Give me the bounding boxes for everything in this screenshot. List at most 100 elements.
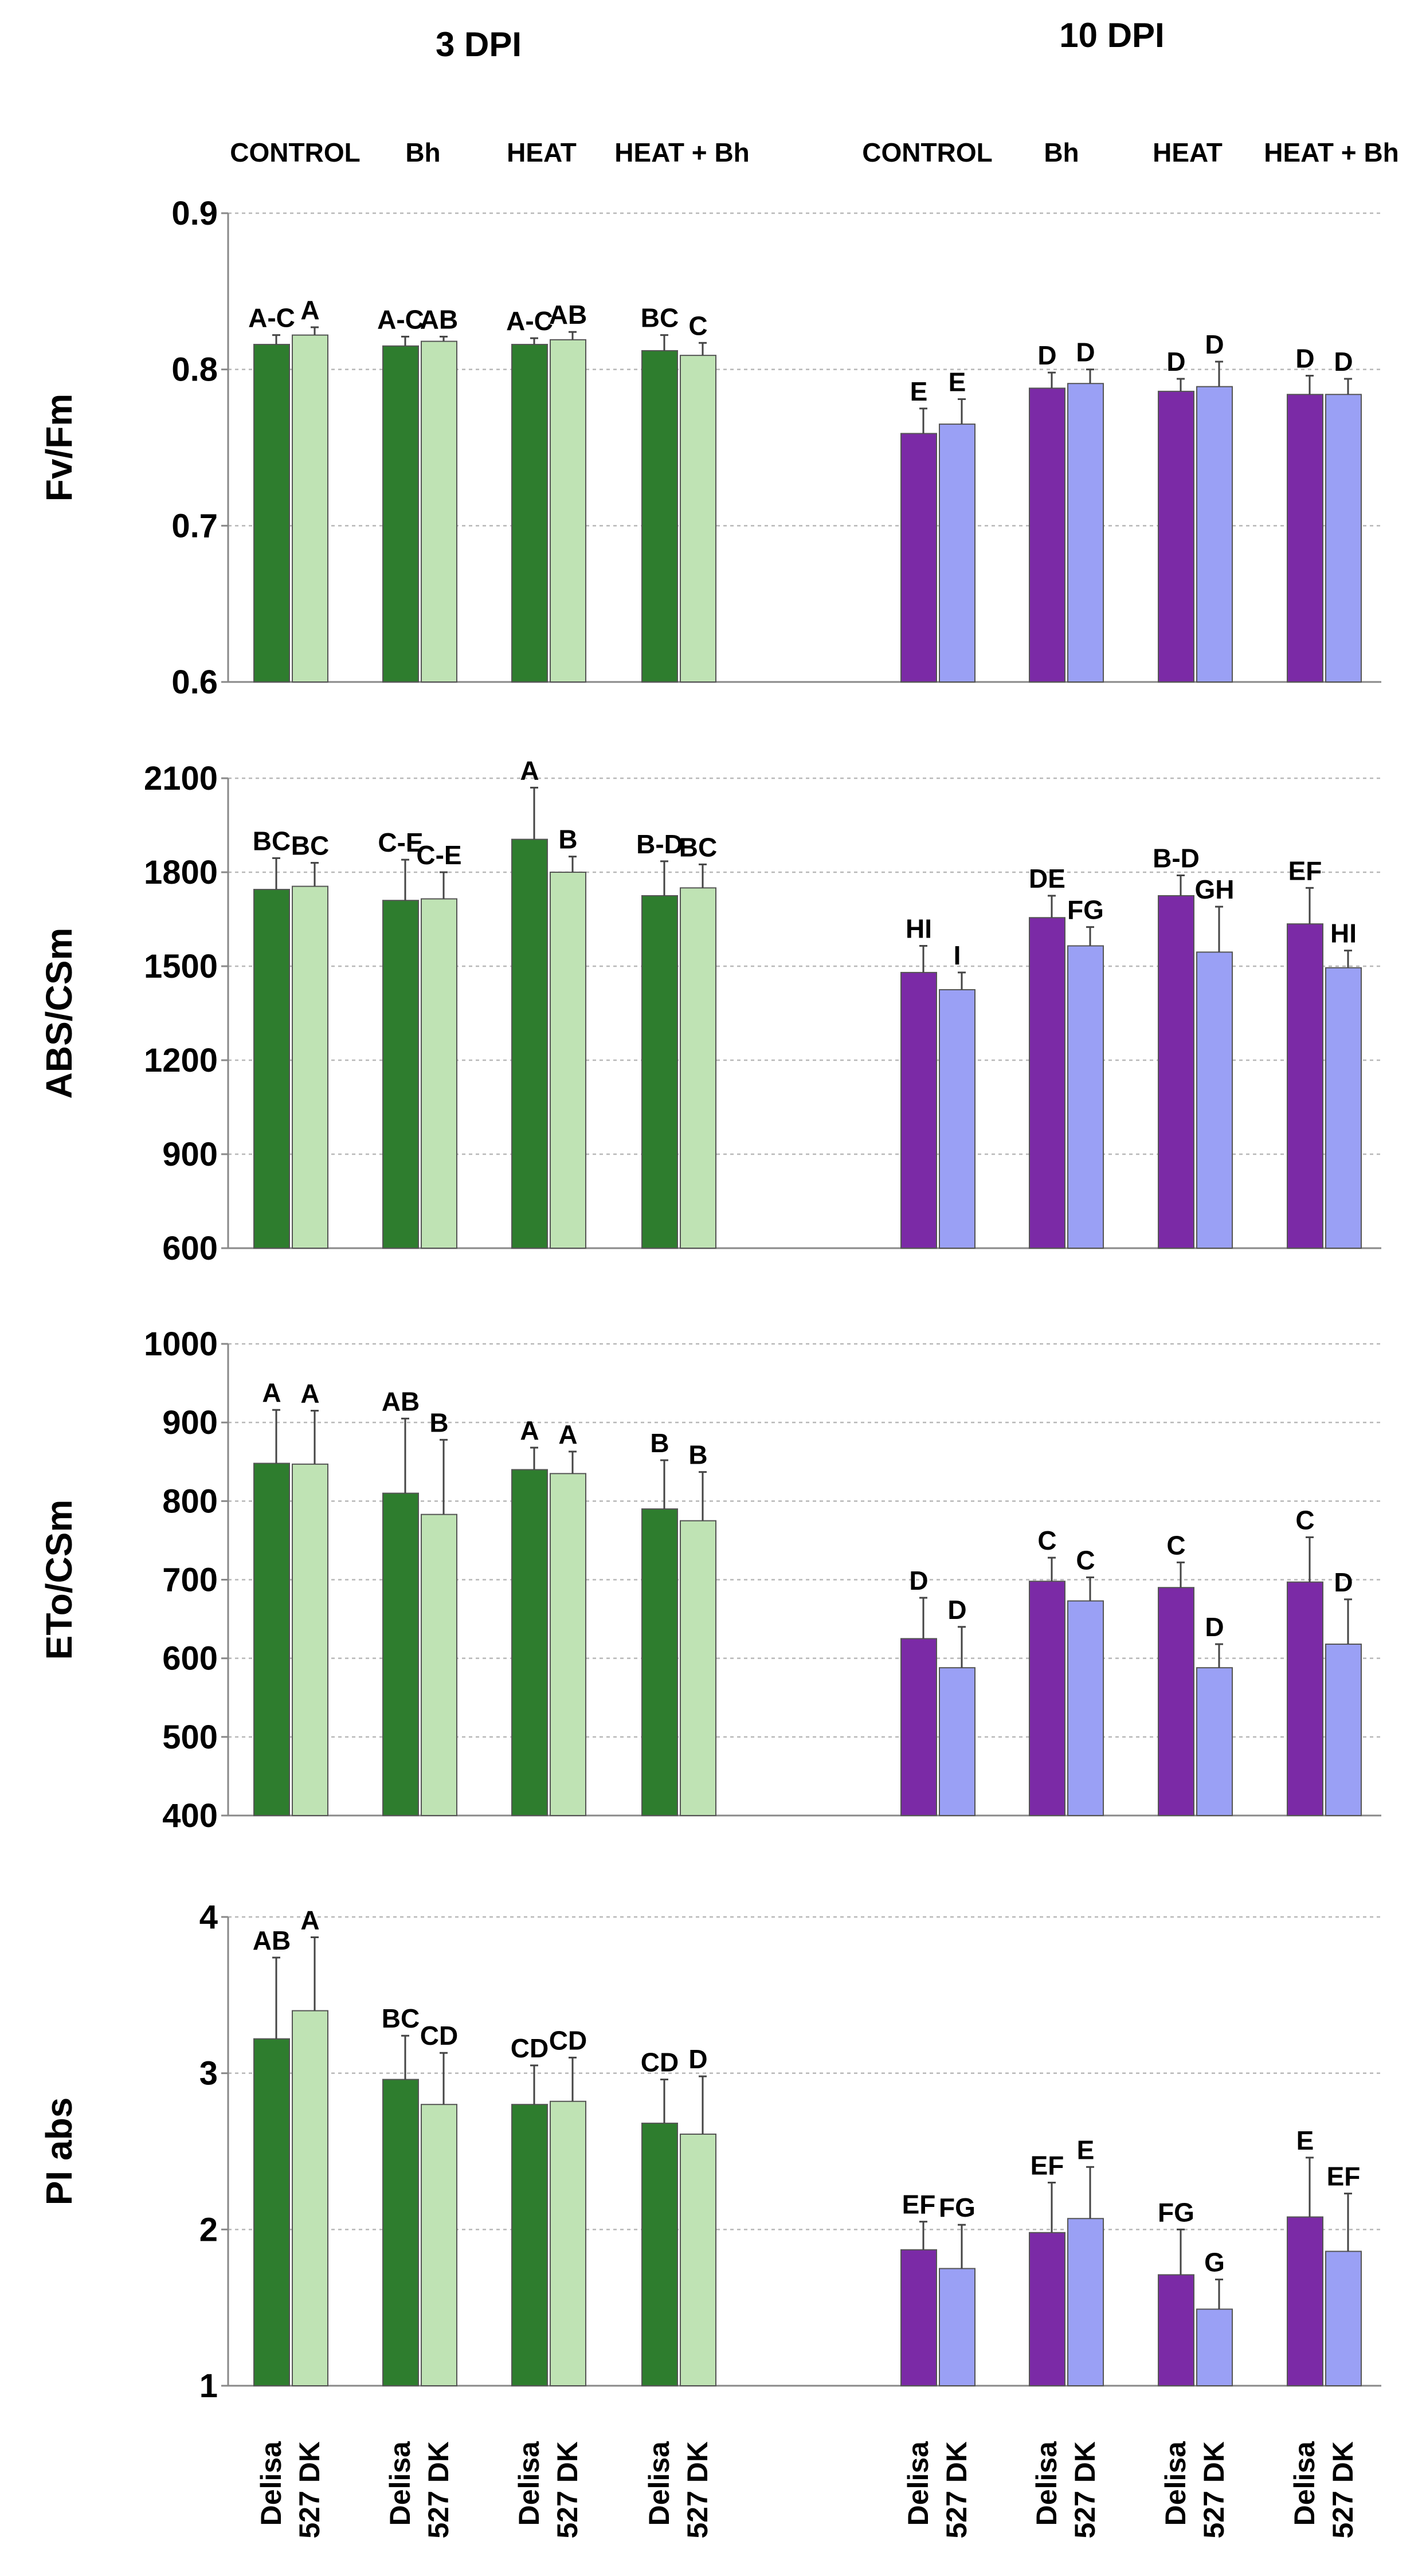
significance-label: GH xyxy=(1195,875,1235,904)
y-tick-label: 1 xyxy=(199,2367,218,2405)
y-tick-label: 1200 xyxy=(144,1042,218,1079)
panel-abs-csm: 600 900 1200 1500 1800 2100 ABS/CSm BC C-E A B-D HI… xyxy=(38,755,1381,1267)
bar-fv-fm-10dpi-bh-delisa xyxy=(1029,387,1065,683)
bar-abs-csm-10dpi-heat-527dk xyxy=(1196,951,1233,1249)
significance-label: EF xyxy=(1031,2151,1064,2181)
y-tick-label: 2100 xyxy=(144,760,218,797)
y-tick-label: 900 xyxy=(162,1404,218,1441)
treatment-label-3dpi-control: CONTROL xyxy=(230,138,360,167)
bar-pi-abs-10dpi-heat-bh-delisa xyxy=(1287,2216,1323,2387)
significance-label: D xyxy=(1334,1567,1353,1597)
x-label-527dk: 527 DK xyxy=(1327,2441,1359,2539)
significance-label: EF xyxy=(1288,856,1322,885)
significance-label: BC xyxy=(641,303,679,333)
bar-fv-fm-10dpi-control-delisa xyxy=(900,433,937,683)
bar-abs-csm-3dpi-heat-527dk xyxy=(550,872,586,1249)
significance-label: C-E xyxy=(378,828,423,857)
significance-label: G xyxy=(1204,2248,1225,2277)
bar-pi-abs-10dpi-bh-delisa xyxy=(1029,2232,1065,2386)
significance-label: C xyxy=(1037,1526,1056,1555)
y-tick-label: 0.7 xyxy=(171,507,218,544)
significance-label: C xyxy=(1295,1505,1314,1535)
bar-abs-csm-3dpi-heat-bh-delisa xyxy=(641,895,678,1249)
bar-fv-fm-3dpi-heat-delisa xyxy=(511,344,548,683)
significance-label: D xyxy=(1334,347,1353,377)
bar-eto-csm-10dpi-heat-bh-delisa xyxy=(1287,1581,1323,1816)
bar-pi-abs-3dpi-heat-bh-delisa xyxy=(641,2122,678,2386)
significance-label: B xyxy=(558,825,577,854)
bar-eto-csm-3dpi-heat-527dk xyxy=(550,1473,586,1816)
significance-label: CD xyxy=(641,2048,679,2077)
bar-fv-fm-3dpi-heat-bh-527dk xyxy=(680,355,716,683)
significance-label: DE xyxy=(1029,864,1065,893)
significance-label: FG xyxy=(1067,895,1104,925)
significance-label: A xyxy=(558,1420,577,1449)
y-tick-label: 0.8 xyxy=(171,351,218,389)
bar-fv-fm-10dpi-bh-527dk xyxy=(1067,383,1104,683)
y-tick-label: 1000 xyxy=(144,1326,218,1363)
treatment-label-3dpi-bh: Bh xyxy=(405,138,440,167)
significance-label: FG xyxy=(1158,2197,1194,2227)
significance-label: D xyxy=(1205,330,1224,359)
y-tick-label: 400 xyxy=(162,1797,218,1834)
bar-abs-csm-10dpi-heat-bh-delisa xyxy=(1287,923,1323,1249)
x-label-delisa: Delisa xyxy=(1288,2441,1321,2526)
bar-pi-abs-10dpi-heat-delisa xyxy=(1158,2274,1194,2387)
y-tick-label: 700 xyxy=(162,1562,218,1599)
significance-label: E xyxy=(910,377,928,406)
significance-label: EF xyxy=(1327,2162,1361,2191)
bar-eto-csm-3dpi-heat-delisa xyxy=(511,1469,548,1816)
y-tick-label: 500 xyxy=(162,1719,218,1756)
significance-label: D xyxy=(688,2044,707,2074)
bar-fv-fm-10dpi-heat-527dk xyxy=(1196,386,1233,683)
bar-abs-csm-3dpi-heat-delisa xyxy=(511,838,548,1249)
bar-fv-fm-3dpi-bh-delisa xyxy=(382,345,419,683)
significance-label: BC xyxy=(291,831,329,861)
significance-label: D xyxy=(1076,338,1095,367)
x-label-527dk: 527 DK xyxy=(551,2441,583,2539)
significance-label: BC xyxy=(679,832,717,862)
bar-eto-csm-3dpi-control-delisa xyxy=(253,1463,290,1817)
significance-label: BC xyxy=(382,2003,420,2033)
treatment-label-3dpi-heat: HEAT xyxy=(507,138,577,167)
bar-fv-fm-10dpi-control-527dk xyxy=(939,424,976,683)
x-label-527dk: 527 DK xyxy=(941,2441,973,2539)
bar-abs-csm-10dpi-heat-delisa xyxy=(1158,895,1194,1249)
bar-eto-csm-10dpi-bh-delisa xyxy=(1029,1581,1065,1817)
significance-label: C xyxy=(688,311,707,340)
period-title-3dpi: 3 DPI xyxy=(436,25,522,64)
bar-pi-abs-10dpi-heat-bh-527dk xyxy=(1325,2250,1362,2386)
significance-label: A xyxy=(300,295,319,325)
bar-abs-csm-3dpi-bh-delisa xyxy=(382,900,419,1249)
treatment-label-10dpi-heat: HEAT xyxy=(1153,138,1223,167)
x-label-delisa: Delisa xyxy=(1031,2441,1063,2526)
significance-label: E xyxy=(1296,2126,1314,2155)
y-tick-label: 800 xyxy=(162,1483,218,1520)
bar-abs-csm-3dpi-bh-527dk xyxy=(421,898,457,1249)
x-label-delisa: Delisa xyxy=(902,2441,934,2526)
y-tick-label: 1800 xyxy=(144,854,218,891)
treatment-label-10dpi-control: CONTROL xyxy=(862,138,992,167)
bar-pi-abs-3dpi-control-527dk xyxy=(292,2010,328,2387)
y-tick-label: 0.6 xyxy=(171,664,218,701)
bar-eto-csm-3dpi-bh-delisa xyxy=(382,1492,419,1817)
significance-label: B xyxy=(650,1428,669,1458)
significance-label: C xyxy=(1166,1530,1185,1560)
significance-label: CD xyxy=(511,2033,549,2063)
significance-label: CD xyxy=(420,2021,458,2050)
bar-eto-csm-3dpi-heat-bh-527dk xyxy=(680,1520,716,1816)
x-label-527dk: 527 DK xyxy=(422,2441,455,2539)
treatment-label-10dpi-bh: Bh xyxy=(1044,138,1079,167)
significance-label: A-C xyxy=(506,306,553,336)
significance-label: HI xyxy=(906,913,932,943)
bar-fv-fm-3dpi-control-527dk xyxy=(292,334,328,683)
bar-abs-csm-3dpi-control-delisa xyxy=(253,889,290,1249)
significance-label: AB xyxy=(549,300,587,330)
significance-label: AB xyxy=(253,1926,291,1955)
bar-eto-csm-10dpi-control-527dk xyxy=(939,1667,976,1817)
bar-fv-fm-3dpi-heat-bh-delisa xyxy=(641,350,678,683)
significance-label: D xyxy=(1205,1612,1224,1642)
